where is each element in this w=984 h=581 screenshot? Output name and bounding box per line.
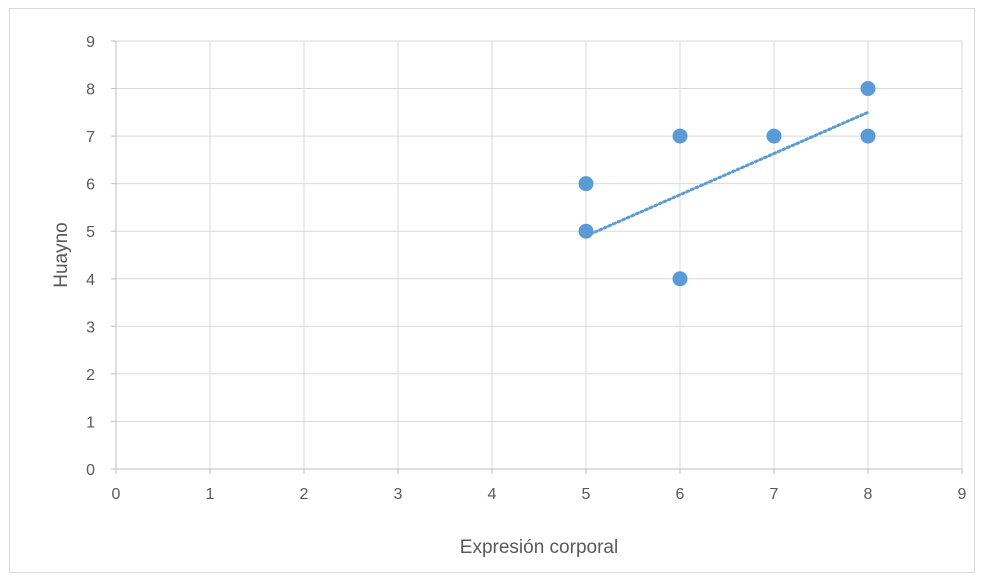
y-tick-label: 3 (86, 319, 95, 336)
x-tick-label: 4 (488, 486, 497, 503)
data-point (578, 223, 594, 239)
data-point (860, 128, 876, 144)
x-tick-label: 0 (112, 486, 121, 503)
x-tick-label: 1 (206, 486, 215, 503)
trendline (584, 110, 870, 238)
y-tick-label: 9 (86, 34, 95, 51)
x-tick-label: 3 (394, 486, 403, 503)
data-point (766, 128, 782, 144)
x-tick-label: 6 (676, 486, 685, 503)
y-tick-label: 5 (86, 224, 95, 241)
y-tick-label: 2 (86, 367, 95, 384)
axes (111, 40, 963, 474)
y-tick-label: 8 (86, 82, 95, 99)
x-tick-label: 5 (582, 486, 591, 503)
data-point (578, 176, 594, 192)
x-tick-label: 9 (958, 486, 967, 503)
data-point (672, 128, 688, 144)
y-tick-label: 6 (86, 177, 95, 194)
y-tick-label: 0 (86, 462, 95, 479)
data-points (578, 81, 876, 287)
y-axis-title: Huayno (51, 222, 72, 288)
x-axis-title: Expresión corporal (460, 537, 618, 558)
tick-labels: 0 1 2 3 4 5 6 7 8 9 0 1 2 3 4 5 6 7 8 9 (86, 34, 966, 503)
grid-lines (116, 40, 963, 469)
x-tick-label: 7 (770, 486, 779, 503)
y-tick-label: 7 (86, 129, 95, 146)
data-point (860, 81, 876, 97)
y-tick-label: 1 (86, 414, 95, 431)
y-tick-label: 4 (86, 272, 95, 289)
data-point (672, 271, 688, 287)
x-tick-label: 2 (300, 486, 309, 503)
x-tick-label: 8 (864, 486, 873, 503)
